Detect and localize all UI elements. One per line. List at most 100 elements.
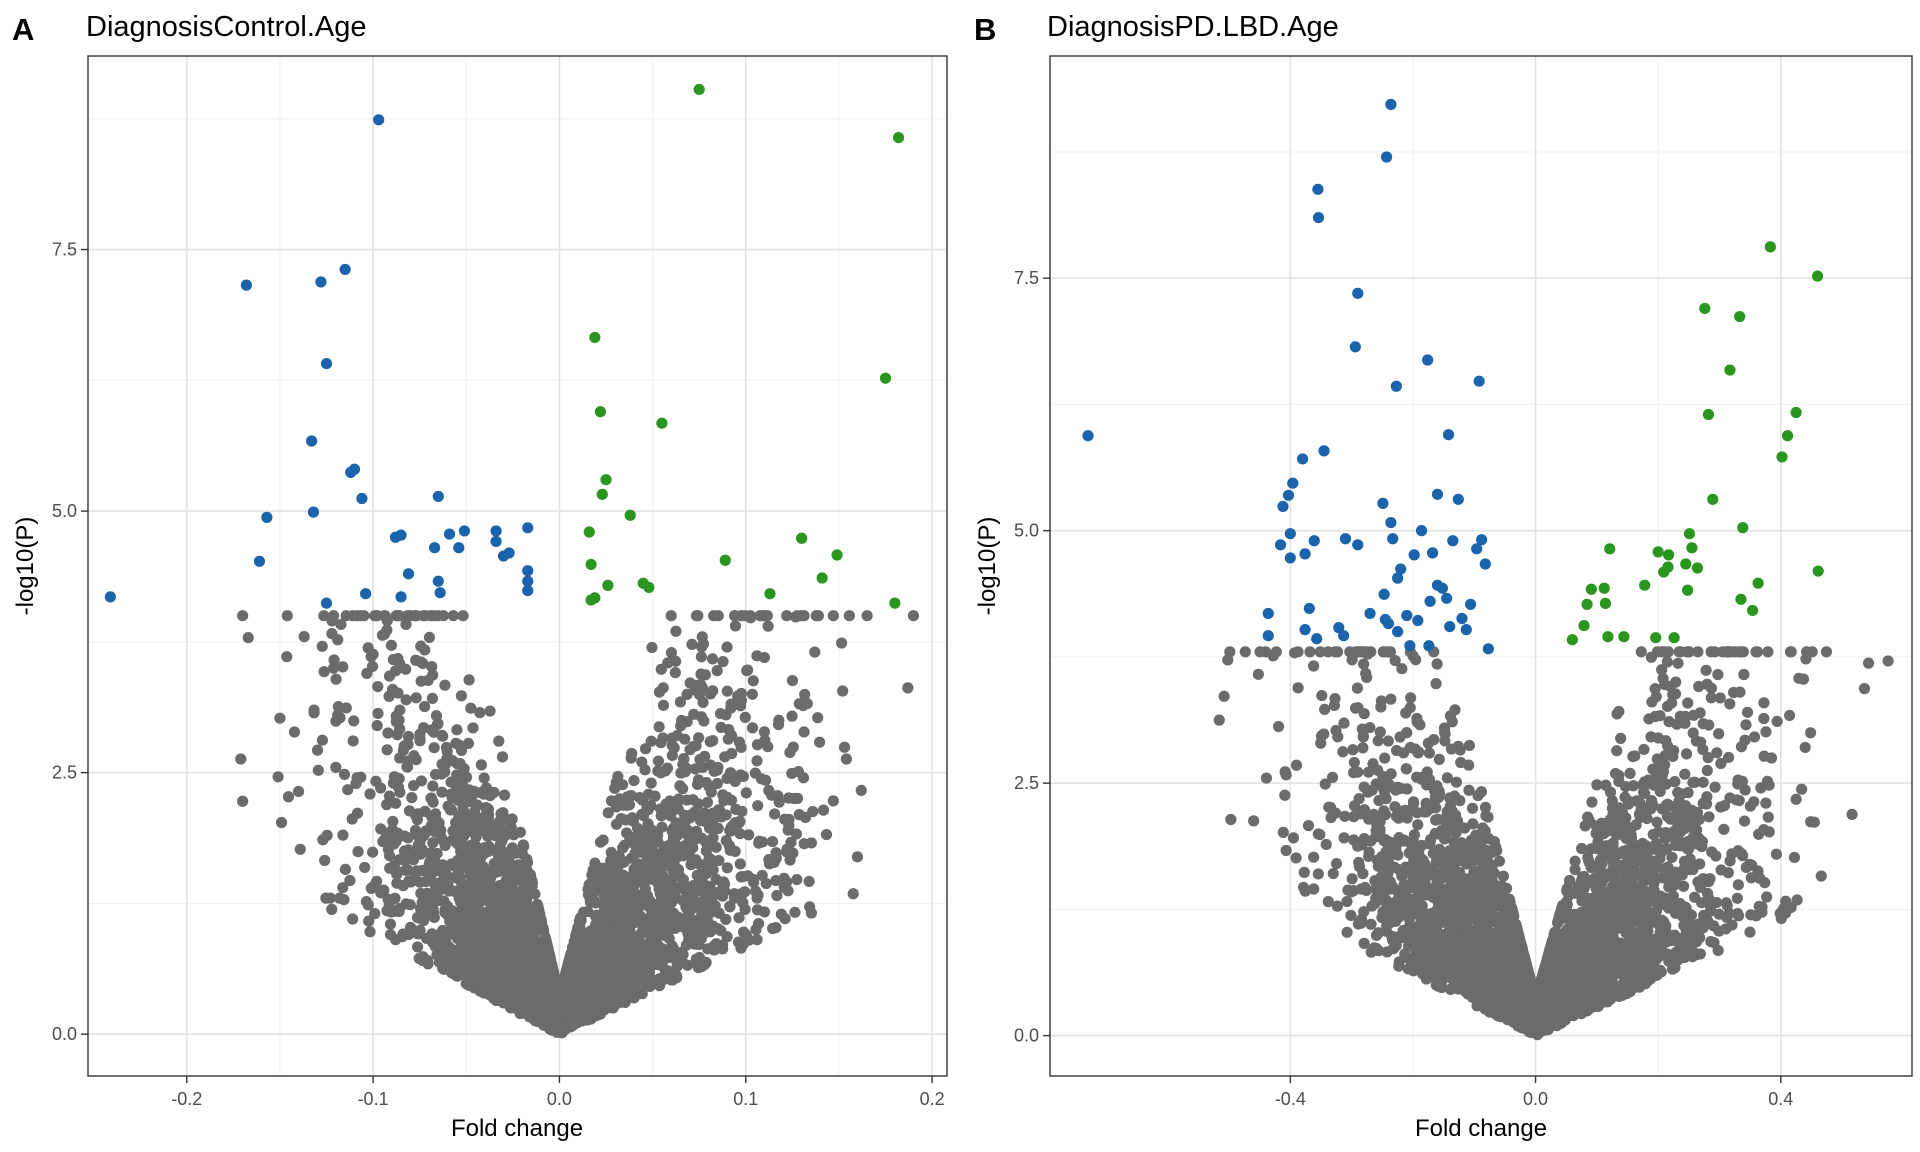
panel-a-ns-point	[602, 964, 615, 977]
panel-a-ns-point	[372, 680, 384, 693]
panel-a-letter: A	[12, 12, 34, 47]
panel-b-ns-point	[1760, 726, 1772, 738]
panel-a-ns-point	[342, 784, 354, 796]
panel-a-ns-point	[689, 806, 701, 818]
panel-b-ns-point	[1483, 833, 1495, 845]
panel-a-ns-point	[592, 1000, 604, 1012]
panel-b-ns-point	[1611, 708, 1623, 720]
panel-a-ns-point	[722, 733, 734, 745]
panel-a-ns-point	[817, 804, 830, 816]
panel-a-ns-point	[531, 976, 543, 988]
panel-a-down-point	[522, 584, 534, 597]
panel-a-ns-point	[789, 906, 801, 918]
panel-a-ns-point	[415, 656, 427, 668]
panel-a-ns-point	[525, 937, 537, 949]
panel-a-ns-point	[534, 912, 546, 924]
panel-a-ns-point	[590, 941, 602, 953]
panel-a-ns-point	[705, 786, 717, 798]
panel-a-ns-point	[512, 846, 524, 859]
panel-a-ns-point	[753, 835, 765, 847]
panel-a-ns-point	[499, 920, 511, 932]
panel-a-ns-point	[681, 903, 693, 915]
panel-a-non-significant-cloud	[237, 610, 920, 1039]
panel-b-ns-point	[1342, 884, 1354, 896]
panel-a-ns-point	[439, 679, 451, 691]
panel-a-ns-point	[734, 700, 747, 712]
panel-a-up-point	[594, 406, 607, 418]
panel-b-ns-point	[1444, 792, 1456, 804]
panel-a-ns-point	[689, 679, 701, 691]
panel-a-ns-point	[367, 846, 379, 858]
panel-a-ns-point	[429, 812, 442, 824]
panel-a-down-point	[373, 114, 385, 126]
panel-a-ns-point	[725, 698, 737, 710]
panel-a-ns-point	[394, 704, 406, 716]
panel-a-ns-point	[713, 886, 725, 898]
panel-a-ns-point	[509, 909, 521, 921]
panel-a-ns-point	[632, 867, 645, 880]
panel-a-ns-point	[316, 640, 328, 652]
panel-a-ns-point	[721, 862, 733, 874]
panel-a-ns-point	[394, 752, 406, 764]
panel-a-ns-point	[634, 792, 646, 804]
panel-a-ns-point	[502, 868, 514, 880]
panel-b-ns-point	[1611, 745, 1623, 757]
panel-b-ns-point	[1412, 747, 1424, 759]
panel-a-ns-point	[419, 827, 431, 839]
panel-a-down-point	[307, 506, 320, 518]
panel-b-ns-point	[1463, 784, 1475, 796]
panel-a-ns-point	[381, 615, 393, 627]
panel-b-ns-point	[1272, 720, 1285, 733]
panel-a-non_significant_outliers-point	[758, 651, 770, 664]
panel-a-ns-point	[655, 663, 667, 675]
panel-a-x-tick-label: 0.0	[547, 1089, 572, 1109]
panel-a-ns-point	[766, 835, 779, 848]
panel-a-ns-point	[429, 941, 441, 953]
panel-a-ns-point	[430, 932, 442, 944]
panel-a-ns-point	[625, 879, 638, 891]
panel-a-ns-point	[656, 805, 669, 818]
panel-a-ns-point	[696, 631, 708, 643]
panel-a-down-series	[104, 114, 534, 609]
panel-a-ns-point	[752, 889, 764, 901]
panel-a-ns-point	[718, 878, 731, 890]
panel-a-ns-point	[498, 789, 511, 801]
panel-a-ns-point	[439, 839, 451, 852]
panel-a-non_significant_outliers-point	[332, 709, 344, 721]
panel-a-ns-point	[442, 940, 454, 952]
panel-a-ns-point	[783, 792, 795, 804]
panel-a-ns-point	[621, 791, 633, 803]
panel-a-ns-point	[616, 779, 629, 791]
panel-a-ns-point	[843, 610, 855, 622]
panel-a-ns-point	[807, 805, 819, 818]
panel-a-ns-point	[649, 869, 661, 881]
panel-a-ns-point	[382, 727, 394, 739]
panel-a-ns-point	[489, 949, 501, 961]
panel-a-ns-point	[339, 863, 352, 876]
panel-a-ns-point	[758, 726, 770, 738]
panel-a-ns-point	[465, 702, 477, 714]
panel-b-ns-point	[1697, 776, 1709, 788]
panel-a-ns-point	[427, 837, 439, 849]
panel-a-ns-point	[463, 674, 475, 686]
panel-a-non_significant_outliers-point	[801, 697, 813, 710]
panel-a-ns-point	[701, 796, 714, 808]
panel-a-ns-point	[426, 692, 439, 704]
panel-a-ns-point	[672, 803, 684, 815]
panel-a-ns-point	[809, 646, 821, 658]
panel-a-ns-point	[747, 675, 759, 687]
panel-a-ns-point	[577, 971, 589, 983]
panel-a-ns-point	[340, 610, 352, 622]
panel-a-ns-point	[612, 770, 624, 783]
panel-a-ns-point	[388, 771, 400, 783]
panel-a-down-point	[339, 263, 351, 276]
panel-a-ns-point	[686, 638, 698, 650]
panel-a-ns-point	[656, 855, 668, 867]
panel-a-ns-point	[798, 838, 810, 850]
panel-b-ns-point	[1724, 792, 1736, 804]
panel-a-down-point	[432, 490, 444, 503]
panel-a-up-point	[879, 372, 892, 384]
panel-a-ns-point	[661, 762, 674, 774]
panel-a-ns-point	[707, 685, 719, 697]
panel-a-ns-point	[805, 907, 817, 919]
